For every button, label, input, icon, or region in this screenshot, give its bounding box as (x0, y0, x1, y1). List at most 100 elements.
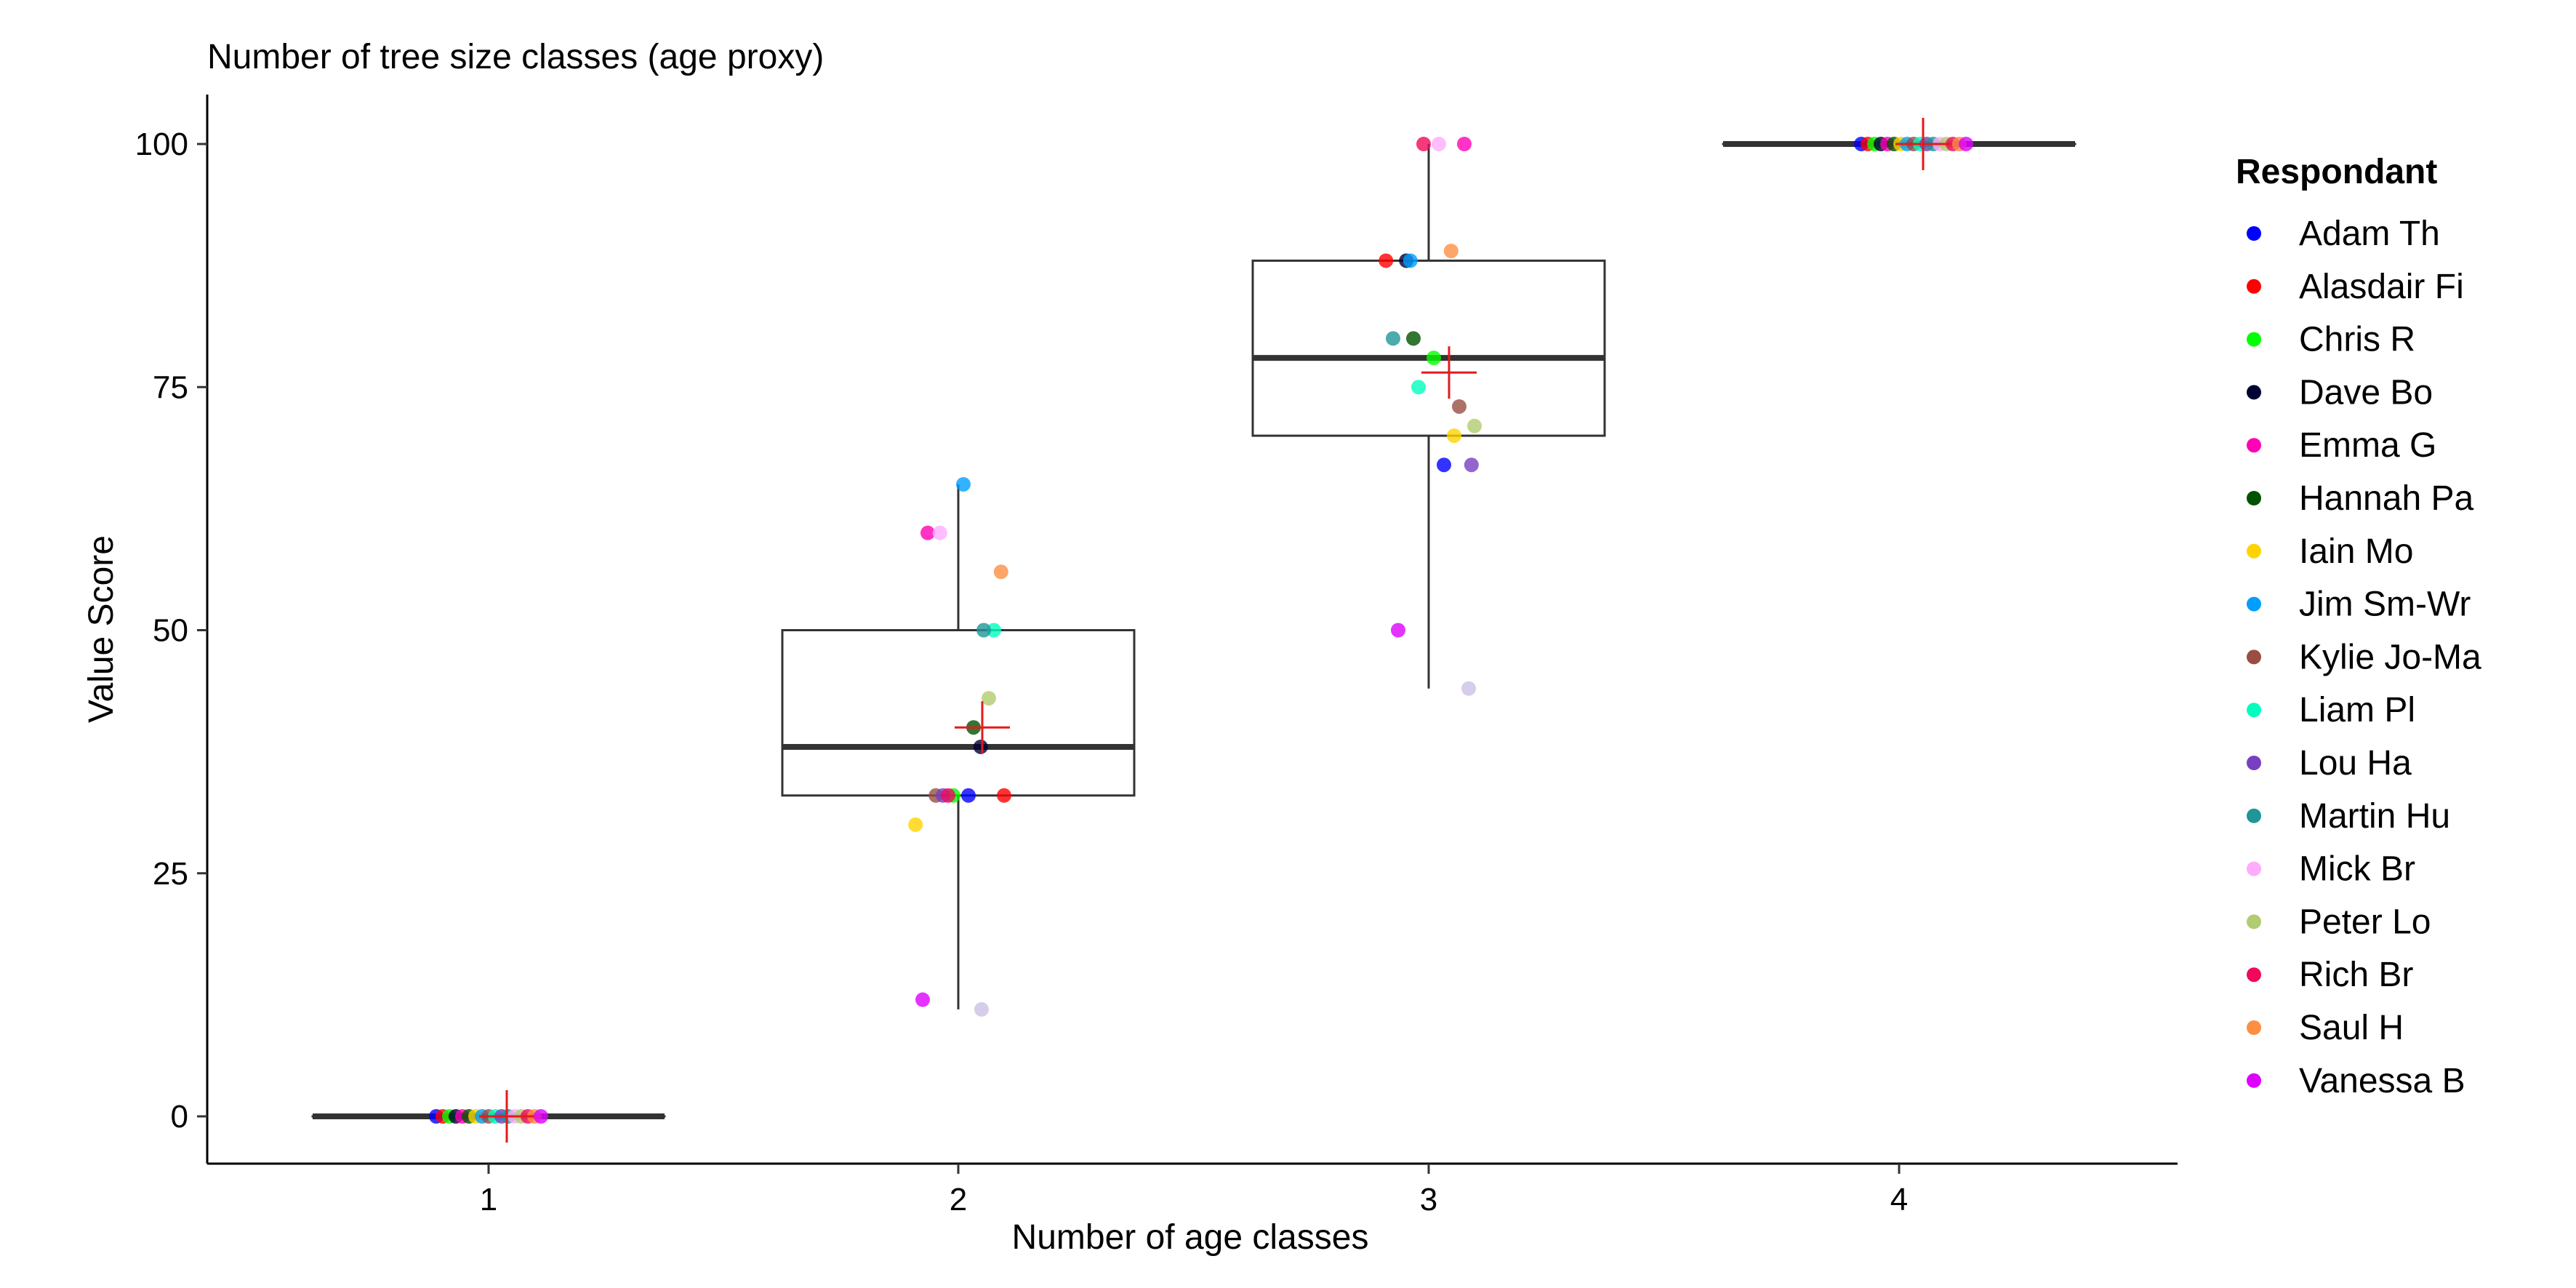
legend-label: Alasdair Fi (2299, 268, 2464, 306)
mean-marker (479, 1090, 534, 1143)
data-point (1391, 623, 1405, 638)
plot-area: 0 25 50 75 100 1 2 3 4 (135, 95, 2178, 1217)
data-point (974, 1001, 989, 1017)
legend-item: Iain Mo (2247, 532, 2413, 571)
data-point (1447, 428, 1461, 444)
data-point (908, 817, 923, 832)
legend-item: Peter Lo (2247, 903, 2431, 941)
legend-swatch (2247, 385, 2261, 400)
legend-item: Hannah Pa (2247, 479, 2473, 518)
chart-title: Number of tree size classes (age proxy) (207, 38, 824, 76)
data-point (997, 788, 1011, 803)
legend-swatch (2247, 967, 2261, 983)
data-point (1379, 253, 1394, 268)
x-axis-title: Number of age classes (1012, 1218, 1369, 1257)
data-point (956, 476, 971, 492)
mean-marker (1421, 346, 1477, 399)
legend-swatch (2247, 332, 2261, 347)
data-point (932, 525, 947, 540)
data-point (941, 788, 955, 803)
x-tick-label: 3 (1420, 1182, 1437, 1217)
legend-label: Iain Mo (2299, 532, 2413, 571)
y-tick-label: 50 (153, 613, 188, 649)
legend-label: Peter Lo (2299, 903, 2431, 941)
legend-item: Vanessa B (2247, 1062, 2465, 1100)
data-point (915, 992, 930, 1007)
data-point (1432, 137, 1446, 151)
legend-item: Emma G (2247, 426, 2436, 465)
legend-item: Kylie Jo-Ma (2247, 638, 2481, 676)
data-point (1959, 137, 1973, 151)
legend-label: Chris R (2299, 321, 2415, 359)
legend-swatch (2247, 226, 2261, 241)
legend-swatch (2247, 1073, 2261, 1088)
legend-swatch (2247, 861, 2261, 876)
y-axis-title: Value Score (82, 535, 121, 723)
legend-item: Mick Br (2247, 850, 2415, 889)
legend-label: Martin Hu (2299, 797, 2450, 836)
data-point (1457, 137, 1472, 151)
y-tick-label: 0 (171, 1099, 188, 1135)
data-point (1416, 137, 1431, 151)
mean-marker (955, 701, 1010, 754)
legend-label: Adam Th (2299, 215, 2440, 253)
data-point (1464, 457, 1479, 473)
legend-item: Saul H (2247, 1009, 2404, 1047)
legend-label: Rich Br (2299, 956, 2413, 994)
data-point (1386, 331, 1400, 346)
legend-label: Liam Pl (2299, 691, 2415, 729)
legend-item: Liam Pl (2247, 691, 2415, 729)
legend-label: Vanessa B (2299, 1062, 2465, 1100)
legend-label: Kylie Jo-Ma (2299, 638, 2481, 676)
legend-swatch (2247, 543, 2261, 559)
x-tick-label: 1 (480, 1182, 497, 1217)
legend-label: Saul H (2299, 1009, 2404, 1047)
box (781, 629, 1136, 797)
legend-item: Dave Bo (2247, 373, 2433, 412)
y-tick-label: 25 (153, 856, 188, 892)
legend-item: Lou Ha (2247, 744, 2412, 783)
legend-swatch (2247, 596, 2261, 612)
data-point (1467, 418, 1482, 433)
data-point (961, 788, 976, 803)
data-point (1403, 253, 1418, 268)
data-point (534, 1109, 548, 1124)
legend-label: Dave Bo (2299, 373, 2433, 412)
x-tick-label: 2 (950, 1182, 967, 1217)
data-point (1411, 380, 1426, 395)
legend-item: Chris R (2247, 321, 2415, 359)
legend-swatch (2247, 808, 2261, 823)
y-tick-label: 75 (153, 369, 188, 405)
data-point (976, 623, 991, 638)
legend-swatch (2247, 491, 2261, 505)
legend-swatch (2247, 649, 2261, 665)
data-point (1437, 457, 1451, 473)
legend-item: Alasdair Fi (2247, 268, 2464, 306)
legend-swatch (2247, 1020, 2261, 1035)
legend-label: Mick Br (2299, 850, 2415, 889)
legend-label: Emma G (2299, 426, 2436, 465)
legend-label: Hannah Pa (2299, 479, 2473, 518)
data-point (973, 739, 988, 754)
legend: Adam Th Alasdair Fi Chris R Dave Bo Emma G Ha… (2247, 215, 2481, 1100)
y-tick-label: 100 (135, 127, 188, 162)
boxplot-2 (781, 484, 1136, 1009)
data-point (1452, 399, 1466, 414)
data-point (1427, 351, 1441, 366)
legend-swatch (2247, 756, 2261, 770)
legend-item: Martin Hu (2247, 797, 2450, 836)
data-point (987, 623, 1001, 638)
legend-title: Respondant (2236, 153, 2437, 191)
legend-swatch (2247, 279, 2261, 294)
data-point (1443, 244, 1458, 259)
legend-label: Lou Ha (2299, 744, 2412, 783)
legend-swatch (2247, 914, 2261, 929)
x-tick-label: 4 (1890, 1182, 1908, 1217)
data-point (920, 525, 935, 540)
legend-item: Adam Th (2247, 215, 2440, 253)
data-point (982, 691, 996, 706)
mean-marker (1895, 118, 1951, 170)
box (1251, 259, 1606, 437)
data-point (1461, 681, 1476, 696)
